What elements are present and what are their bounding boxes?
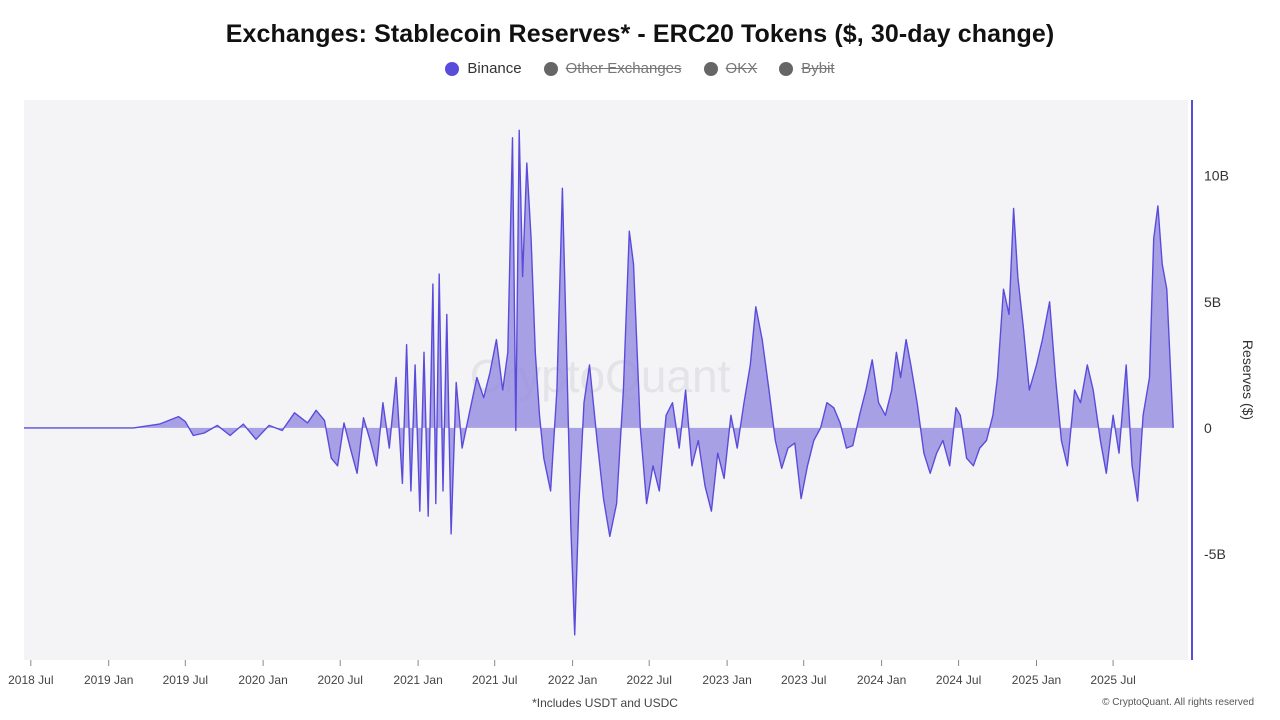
chart-footnote: *Includes USDT and USDC [532,696,678,710]
x-tick-label: 2025 Jan [1012,673,1061,687]
x-tick-label: 2019 Jul [163,673,208,687]
series-line-0[interactable] [24,129,1174,636]
x-tick-label: 2023 Jul [781,673,826,687]
plot-background [24,100,1188,660]
x-tick-label: 2024 Jul [936,673,981,687]
legend-item-bybit[interactable]: Bybit [779,60,835,77]
x-tick-label: 2021 Jan [393,673,442,687]
x-tick-label: 2021 Jul [472,673,517,687]
y-axis-title: Reserves ($) [1240,340,1256,420]
x-tick-label: 2024 Jan [857,673,906,687]
chart-legend: Binance Other Exchanges OKX Bybit [0,60,1280,77]
legend-label: Other Exchanges [565,60,682,77]
legend-dot-bybit-icon [779,61,794,76]
y-tick-label: 0 [1204,420,1212,436]
x-tick-label: 2025 Jul [1090,673,1135,687]
legend-item-other-exchanges[interactable]: Other Exchanges [543,60,682,77]
legend-label: OKX [725,60,758,77]
legend-item-okx[interactable]: OKX [703,60,758,77]
y-tick-label: 5B [1204,294,1221,310]
x-tick-label: 2020 Jan [238,673,287,687]
legend-item-binance[interactable]: Binance [445,60,522,77]
legend-dot-binance-icon [445,61,460,76]
x-tick-label: 2023 Jan [702,673,751,687]
copyright-notice: © CryptoQuant. All rights reserved [1102,697,1254,708]
x-tick-label: 2019 Jan [84,673,133,687]
x-tick-label: 2020 Jul [318,673,363,687]
legend-label: Binance [467,60,522,77]
legend-label: Bybit [801,60,835,77]
x-tick-label: 2022 Jan [548,673,597,687]
legend-dot-other-exchanges-icon [543,61,558,76]
x-tick-label: 2022 Jul [627,673,672,687]
y-tick-label: -5B [1204,546,1226,562]
chart-title: Exchanges: Stablecoin Reserves* - ERC20 … [225,20,1055,48]
x-tick-label: 2018 Jul [8,673,53,687]
legend-dot-okx-icon [703,61,718,76]
y-tick-label: 10B [1204,168,1229,184]
